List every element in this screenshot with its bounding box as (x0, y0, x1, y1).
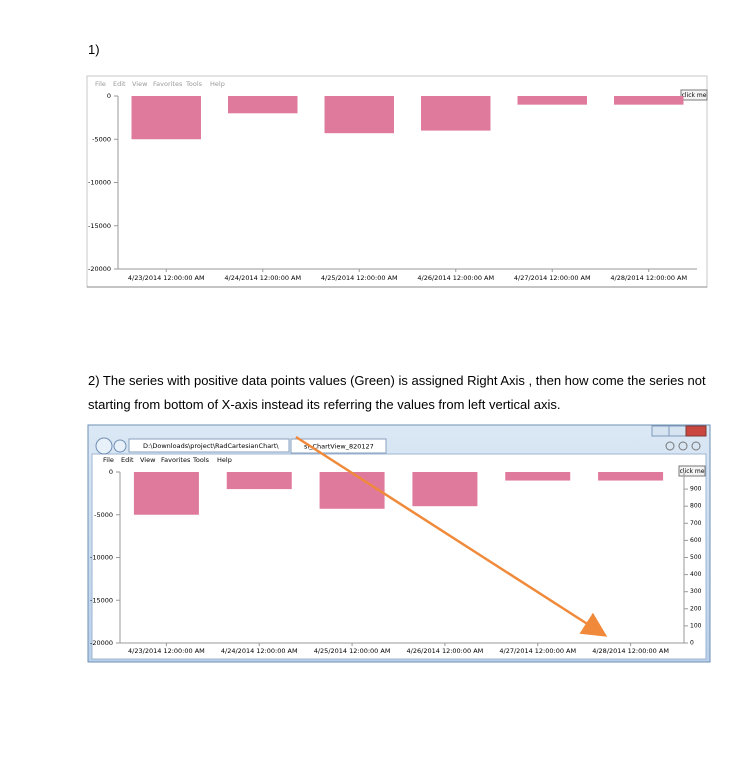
x-tick-label: 4/24/2014 12:00:00 AM (221, 647, 298, 655)
bar (412, 472, 478, 507)
menu-item[interactable]: View (132, 80, 148, 88)
menu-item[interactable]: Favorites (153, 80, 183, 88)
y2-tick-label: 600 (690, 537, 702, 544)
bar (517, 96, 587, 105)
y-tick-label: -5000 (92, 135, 111, 143)
x-tick-label: 4/26/2014 12:00:00 AM (407, 647, 484, 655)
y2-tick-label: 400 (690, 571, 702, 578)
y2-tick-label: 100 (690, 622, 702, 629)
bar (505, 472, 571, 481)
paragraph: 2) The series with positive data points … (88, 373, 706, 412)
y2-tick-label: 0 (690, 640, 694, 647)
y2-tick-label: 800 (690, 503, 702, 510)
y-tick-label: -5000 (94, 511, 113, 519)
maximize[interactable] (668, 425, 687, 437)
menu-item[interactable]: Edit (121, 456, 134, 464)
x-tick-label: 4/26/2014 12:00:00 AM (417, 274, 494, 282)
y2-tick-label: 200 (690, 605, 702, 612)
favorites-icon[interactable] (678, 441, 688, 451)
menu-item[interactable]: Help (217, 456, 232, 464)
menu-item[interactable]: Favorites (161, 456, 191, 464)
y-tick-label: -10000 (90, 554, 113, 562)
bar (131, 96, 201, 140)
bar (228, 96, 298, 114)
bar (598, 472, 664, 481)
address-bar[interactable] (128, 438, 290, 453)
bar (614, 96, 684, 105)
menu-item[interactable]: File (95, 80, 106, 88)
bar (324, 96, 394, 134)
x-tick-label: 4/23/2014 12:00:00 AM (128, 647, 205, 655)
menu-item[interactable]: Help (210, 80, 225, 88)
menu-item[interactable]: File (103, 456, 114, 464)
heading: 1) (88, 42, 100, 57)
x-tick-label: 4/23/2014 12:00:00 AM (128, 274, 205, 282)
y-tick-label: 0 (107, 92, 111, 100)
menu-item[interactable]: Tools (185, 80, 203, 88)
button-label[interactable]: click me (680, 468, 705, 475)
y2-tick-label: 500 (690, 554, 702, 561)
back-button[interactable] (95, 437, 113, 455)
menu-item[interactable]: Edit (113, 80, 126, 88)
x-tick-label: 4/27/2014 12:00:00 AM (514, 274, 591, 282)
forward-button[interactable] (113, 439, 127, 453)
menu-item[interactable]: View (140, 456, 156, 464)
y-tick-label: -20000 (88, 265, 111, 273)
y2-tick-label: 900 (690, 486, 702, 493)
y-tick-label: -10000 (88, 179, 111, 187)
annotation-arrow (295, 435, 608, 637)
y2-tick-label: 300 (690, 588, 702, 595)
y-tick-label: 0 (109, 468, 113, 476)
bar (319, 472, 385, 509)
button-label[interactable]: click me (682, 92, 707, 99)
x-tick-label: 4/24/2014 12:00:00 AM (224, 274, 301, 282)
button[interactable] (678, 465, 706, 477)
x-tick-label: 4/28/2014 12:00:00 AM (610, 274, 687, 282)
minimize[interactable] (651, 425, 670, 437)
tab-title[interactable]: sl_ChartView_820127 (304, 443, 374, 451)
bar (421, 96, 491, 131)
bar (133, 472, 199, 515)
bar (226, 472, 292, 490)
address: D:\Downloads\project\RadCartesianChart\ (143, 442, 279, 450)
home-icon[interactable] (665, 441, 675, 451)
x-tick-label: 4/25/2014 12:00:00 AM (321, 274, 398, 282)
button[interactable] (680, 89, 708, 101)
settings-icon[interactable] (691, 441, 701, 451)
x-tick-label: 4/28/2014 12:00:00 AM (592, 647, 669, 655)
close[interactable] (685, 425, 707, 437)
x-tick-label: 4/25/2014 12:00:00 AM (314, 647, 391, 655)
y-tick-label: -20000 (90, 639, 113, 647)
y2-tick-label: 700 (690, 520, 702, 527)
x-tick-label: 4/27/2014 12:00:00 AM (499, 647, 576, 655)
y-tick-label: -15000 (90, 596, 113, 604)
y-tick-label: -15000 (88, 222, 111, 230)
menu-item[interactable]: Tools (192, 456, 210, 464)
